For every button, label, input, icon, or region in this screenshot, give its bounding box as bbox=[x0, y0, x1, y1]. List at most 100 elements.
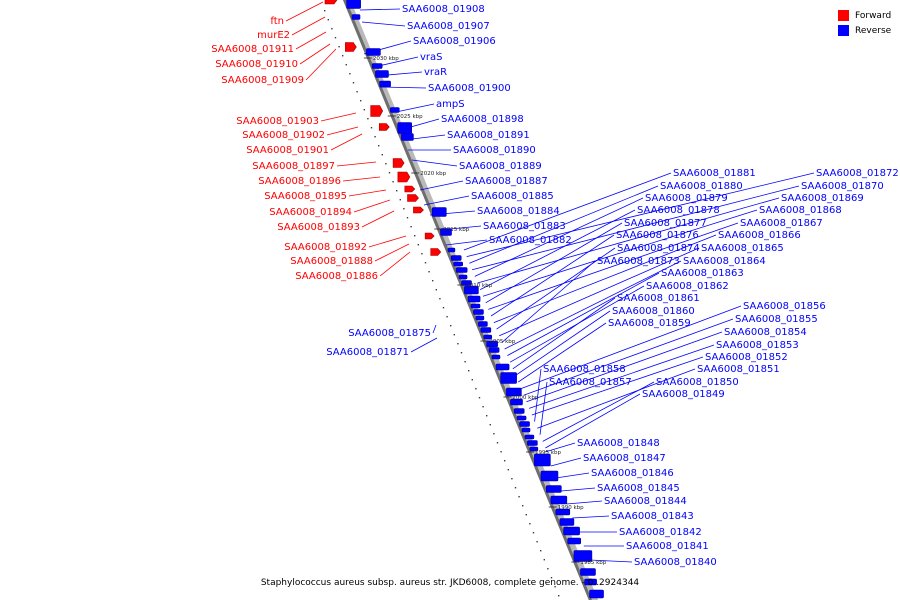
label-connector bbox=[566, 500, 603, 505]
reverse-gene-block bbox=[453, 261, 463, 267]
minor-tick bbox=[363, 109, 365, 111]
minor-tick bbox=[496, 442, 499, 444]
reverse-gene-block bbox=[559, 518, 575, 526]
gene-label: SAA6008_01906 bbox=[413, 36, 496, 47]
label-connector bbox=[504, 260, 682, 350]
gene-label: SAA6008_01875 bbox=[348, 328, 431, 339]
label-connector bbox=[539, 381, 548, 435]
reverse-gene-block bbox=[524, 434, 535, 440]
minor-tick bbox=[392, 181, 394, 183]
forward-gene-block bbox=[424, 232, 435, 240]
label-connector bbox=[336, 161, 377, 167]
label-connector bbox=[523, 318, 734, 396]
gene-label: SAA6008_01864 bbox=[683, 256, 766, 267]
gene-label: SAA6008_01894 bbox=[269, 207, 352, 218]
reverse-gene-block bbox=[519, 421, 530, 427]
scale-tick-label: 1990 kbp bbox=[558, 505, 584, 511]
reverse-gene-block bbox=[475, 315, 485, 321]
reverse-gene-block bbox=[584, 578, 597, 586]
reverse-gene-block bbox=[500, 372, 517, 384]
minor-tick bbox=[543, 559, 545, 561]
minor-tick bbox=[435, 289, 437, 291]
gene-labels: ftn murE2 SAA6008_01911 SAA6008_01910 SAA600… bbox=[211, 4, 899, 568]
label-connector bbox=[534, 368, 542, 422]
gene-label: SAA6008_01840 bbox=[634, 557, 717, 568]
forward-swatch bbox=[838, 10, 849, 21]
scale-tick-label: 2015 kbp bbox=[443, 227, 469, 233]
label-connector bbox=[526, 331, 723, 403]
label-connector bbox=[555, 472, 590, 479]
label-connector bbox=[368, 235, 407, 248]
gene-label: SAA6008_01890 bbox=[453, 145, 536, 156]
label-connector bbox=[410, 337, 438, 353]
label-connector bbox=[520, 305, 742, 389]
reverse-gene-block bbox=[478, 321, 488, 327]
minor-tick bbox=[356, 91, 358, 93]
scale-tick-label: 1995 kbp bbox=[535, 450, 561, 456]
minor-tick bbox=[518, 496, 520, 498]
gene-label: SAA6008_01853 bbox=[716, 340, 799, 351]
reverse-gene-block bbox=[351, 14, 361, 20]
legend-reverse-label: Reverse bbox=[855, 25, 892, 36]
label-connector bbox=[305, 48, 337, 81]
gene-label: SAA6008_01865 bbox=[701, 243, 784, 254]
reverse-gene-block bbox=[529, 446, 539, 452]
reverse-gene-block bbox=[550, 495, 568, 505]
label-connector bbox=[342, 176, 381, 182]
reverse-gene-block bbox=[375, 70, 389, 78]
gene-label: SAA6008_01854 bbox=[724, 327, 807, 338]
forward-gene-block bbox=[404, 185, 416, 193]
reverse-gene-block bbox=[580, 568, 596, 576]
forward-gene-block bbox=[370, 105, 384, 117]
minor-tick bbox=[471, 379, 473, 381]
label-connector bbox=[379, 251, 411, 277]
reverse-gene-block bbox=[540, 470, 559, 482]
minor-tick bbox=[424, 262, 427, 264]
label-connector bbox=[501, 260, 596, 343]
minor-tick bbox=[399, 199, 401, 201]
minor-tick bbox=[446, 316, 448, 318]
minor-tick bbox=[360, 100, 362, 102]
minor-tick bbox=[403, 208, 405, 210]
gene-label: SAA6008_01869 bbox=[781, 193, 864, 204]
gene-label: SAA6008_01858 bbox=[543, 364, 626, 375]
label-connector bbox=[432, 324, 437, 334]
gene-label: SAA6008_01889 bbox=[459, 161, 542, 172]
reverse-gene-block bbox=[440, 228, 452, 236]
reverse-gene-block bbox=[521, 427, 531, 433]
minor-tick bbox=[349, 73, 351, 75]
gene-label: SAA6008_01842 bbox=[619, 527, 702, 538]
label-connector bbox=[480, 209, 636, 290]
legend-reverse: Reverse bbox=[838, 23, 891, 38]
minor-tick bbox=[486, 415, 488, 417]
label-connector bbox=[299, 43, 331, 65]
gene-label: SAA6008_01855 bbox=[735, 314, 818, 325]
reverse-gene-block bbox=[488, 347, 500, 353]
reverse-gene-block bbox=[527, 440, 538, 446]
reverse-gene-block bbox=[506, 387, 522, 397]
minor-tick bbox=[511, 478, 513, 480]
label-connector bbox=[466, 172, 815, 257]
label-connector bbox=[544, 442, 576, 453]
gene-label: SAA6008_01861 bbox=[617, 293, 700, 304]
forward-gene-block bbox=[413, 206, 424, 214]
label-connector bbox=[291, 16, 326, 36]
gene-label: SAA6008_01900 bbox=[428, 83, 511, 94]
minor-tick bbox=[500, 451, 502, 453]
reverse-gene-block bbox=[447, 247, 456, 253]
gene-label: SAA6008_01852 bbox=[705, 352, 788, 363]
label-connector bbox=[488, 222, 739, 310]
gene-label: SAA6008_01866 bbox=[718, 230, 801, 241]
minor-tick bbox=[540, 550, 542, 552]
gene-label: ftn bbox=[270, 16, 284, 27]
reverse-gene-block bbox=[513, 408, 525, 414]
gene-label: SAA6008_01868 bbox=[759, 205, 842, 216]
gene-label: ampS bbox=[436, 99, 465, 110]
legend-forward-label: Forward bbox=[855, 10, 892, 21]
minor-tick bbox=[547, 568, 549, 570]
minor-tick bbox=[352, 82, 355, 84]
gene-label: SAA6008_01876 bbox=[616, 230, 699, 241]
label-connector bbox=[469, 185, 659, 264]
gene-label: SAA6008_01878 bbox=[637, 205, 720, 216]
scale-tick-label: 2025 kbp bbox=[397, 114, 423, 120]
